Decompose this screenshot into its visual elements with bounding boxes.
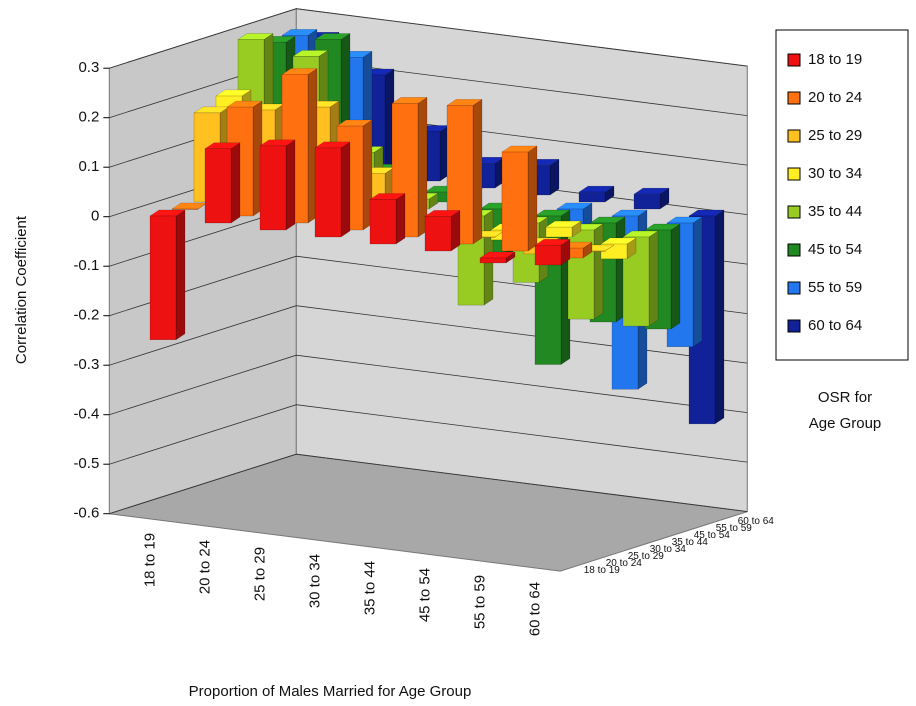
bar-front — [424, 216, 452, 252]
legend: 18 to 19 20 to 24 25 to 29 30 to 34 35 to 44… — [787, 51, 862, 334]
bar — [633, 187, 670, 210]
y-tick-label: -0.1 — [73, 257, 99, 274]
legend-label: 20 to 24 — [808, 89, 862, 106]
legend-label: 35 to 44 — [808, 203, 862, 220]
legend-swatch — [787, 205, 801, 219]
grid-line — [109, 354, 748, 416]
z-tick-label: 35 to 44 — [672, 537, 709, 548]
z-axis-title: OSR for — [818, 389, 872, 406]
y-tick-label: -0.4 — [73, 406, 99, 423]
legend-swatch — [787, 243, 801, 257]
bar — [534, 238, 571, 266]
bar-front — [578, 191, 606, 203]
bar — [259, 139, 296, 231]
legend-swatch — [787, 167, 801, 181]
x-tick-label: 20 to 24 — [197, 540, 214, 594]
bar-front — [479, 257, 507, 264]
legend-label: 18 to 19 — [808, 51, 862, 68]
x-tick-label: 18 to 19 — [142, 533, 159, 587]
legend-swatch — [787, 53, 801, 67]
bar — [369, 192, 406, 245]
z-tick-label: 18 to 19 — [584, 565, 621, 576]
legend-label: 25 to 29 — [808, 127, 862, 144]
legend-label: 60 to 64 — [808, 317, 862, 334]
bar-front — [633, 193, 661, 210]
x-axis-title: Proportion of Males Married for Age Grou… — [189, 683, 472, 700]
y-tick-label: 0.3 — [78, 59, 99, 76]
bar-front — [314, 147, 342, 238]
bar-front — [545, 226, 573, 238]
bar — [479, 251, 516, 264]
bar-front — [204, 148, 232, 224]
bar-side — [472, 98, 483, 245]
bar-front — [369, 199, 397, 245]
z-tick-label: 45 to 54 — [694, 530, 731, 541]
bar-side — [593, 223, 604, 320]
legend-box — [775, 29, 909, 361]
bar-front — [534, 244, 562, 266]
z-tick-label: 20 to 24 — [606, 558, 643, 569]
bar-side — [175, 209, 186, 341]
x-tick-label: 25 to 29 — [252, 547, 269, 601]
y-tick-label: -0.5 — [73, 455, 99, 472]
bar — [545, 220, 582, 238]
z-tick-label: 55 to 59 — [716, 523, 753, 534]
bar — [204, 142, 241, 224]
legend-label: 30 to 34 — [808, 165, 862, 182]
legend-swatch — [787, 319, 801, 333]
bar — [424, 209, 461, 252]
grid-line — [109, 305, 748, 366]
y-tick-label: -0.2 — [73, 307, 99, 324]
bar-front — [149, 215, 177, 340]
grid-line — [109, 8, 748, 69]
legend-label: 55 to 59 — [808, 279, 862, 296]
bar-side — [395, 192, 406, 245]
z-tick-label: 60 to 64 — [738, 516, 775, 527]
y-tick-label: -0.3 — [73, 356, 99, 373]
bar-side — [692, 216, 703, 348]
z-axis-title: Age Group — [809, 415, 882, 432]
bar — [314, 141, 351, 238]
bar-side — [230, 142, 241, 224]
bar — [149, 209, 186, 341]
bar — [171, 202, 208, 210]
bar — [567, 223, 604, 320]
y-tick-label: 0.2 — [78, 109, 99, 126]
x-tick-label: 35 to 44 — [362, 561, 379, 615]
x-tick-label: 30 to 34 — [307, 554, 324, 608]
bar — [578, 185, 615, 203]
legend-label: 45 to 54 — [808, 241, 862, 258]
legend-swatch — [787, 129, 801, 143]
y-axis-title: Correlation Coefficient — [13, 215, 30, 364]
z-tick-label: 30 to 34 — [650, 544, 687, 555]
bar-side — [527, 145, 538, 252]
x-tick-label: 55 to 59 — [472, 575, 489, 629]
bar-front — [259, 145, 287, 231]
grid-line — [109, 453, 748, 515]
plot-area: -0.6 -0.5 -0.4 -0.3 -0.2 -0.1 0 0.1 0.2 0.3 18 to … — [73, 8, 775, 636]
bar-side — [648, 230, 659, 327]
bar-side — [340, 141, 351, 238]
bar — [501, 145, 538, 252]
y-tick-label: 0 — [91, 208, 99, 225]
y-tick-label: -0.6 — [73, 505, 99, 522]
x-tick-label: 60 to 64 — [527, 582, 544, 636]
y-tick-label: 0.1 — [78, 158, 99, 175]
legend-swatch — [787, 91, 801, 105]
bar-side — [670, 223, 681, 330]
bar-side — [714, 209, 725, 425]
bar-front — [171, 208, 199, 210]
z-tick-label: 25 to 29 — [628, 551, 665, 562]
bar-side — [450, 209, 461, 252]
grid-line — [109, 404, 748, 465]
legend-swatch — [787, 281, 801, 295]
bar-side — [285, 139, 296, 231]
x-tick-label: 45 to 54 — [417, 568, 434, 622]
bar-front — [501, 151, 529, 252]
